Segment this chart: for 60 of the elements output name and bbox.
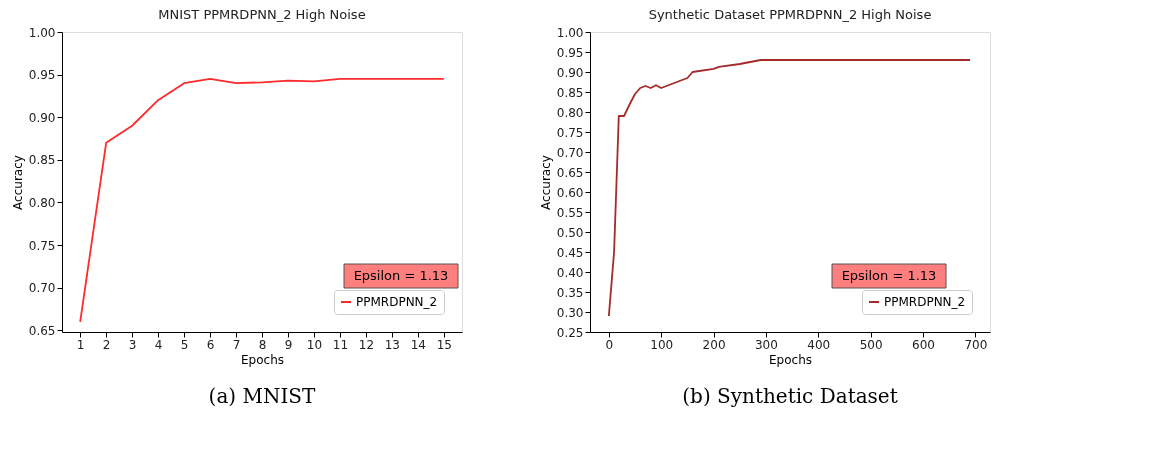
- y-tick-label: 1.00: [28, 25, 56, 40]
- y-tick-label: 0.40: [556, 265, 584, 280]
- y-tick-label: 0.80: [28, 195, 56, 210]
- line-series: [607, 59, 972, 317]
- y-tick-label: 0.30: [556, 305, 584, 320]
- x-tick-label: 7: [232, 337, 241, 352]
- y-tick-label: 0.60: [556, 185, 584, 200]
- y-tick-label: 1.00: [556, 25, 584, 40]
- x-axis-title: Epochs: [769, 352, 812, 367]
- text: (b) Synthetic Dataset: [682, 384, 898, 408]
- x-tick-label: 700: [964, 337, 988, 352]
- x-tick-label: 5: [180, 337, 189, 352]
- x-tick-label: 3: [128, 337, 137, 352]
- y-tick-label: 0.50: [556, 225, 584, 240]
- x-tick-label: 4: [154, 337, 163, 352]
- x-tick-label: 400: [807, 337, 831, 352]
- y-tick-label: 0.70: [28, 281, 56, 296]
- chart-title: MNIST PPMRDPNN_2 High Noise: [158, 7, 366, 22]
- y-tick-label: 0.75: [556, 125, 584, 140]
- y-tick-label: 0.75: [28, 238, 56, 253]
- y-tick-label: 0.35: [556, 285, 584, 300]
- y-tick-label: 0.45: [556, 245, 584, 260]
- x-tick-label: 6: [206, 337, 215, 352]
- x-tick-label: 10: [306, 337, 323, 352]
- annotation: Epsilon = 1.13: [841, 268, 937, 283]
- x-tick-label: 8: [258, 337, 267, 352]
- y-tick-label: 0.25: [556, 325, 584, 340]
- y-tick-label: 0.85: [556, 85, 584, 100]
- x-tick-label: 500: [859, 337, 883, 352]
- y-tick-label: 0.70: [556, 145, 584, 160]
- x-tick-label: 100: [650, 337, 674, 352]
- y-tick-label: 0.95: [556, 45, 584, 60]
- x-tick-label: 14: [410, 337, 426, 352]
- x-tick-label: 200: [702, 337, 726, 352]
- y-tick-label: 0.90: [28, 110, 56, 125]
- x-tick-label: 15: [436, 337, 452, 352]
- x-tick-label: 600: [912, 337, 935, 352]
- legend-label: PPMRDPNN_2: [884, 295, 966, 309]
- x-tick-label: 2: [102, 337, 111, 352]
- y-tick-label: 0.65: [556, 165, 584, 180]
- annotation: Epsilon = 1.13: [353, 268, 449, 283]
- x-tick-label: 13: [384, 337, 401, 352]
- y-tick-label: 0.80: [556, 105, 584, 120]
- y-tick-label: 0.85: [28, 153, 56, 168]
- chart-title: Synthetic Dataset PPMRDPNN_2 High Noise: [648, 7, 932, 22]
- x-axis-title: Epochs: [241, 352, 284, 367]
- x-tick-label: 9: [284, 337, 293, 352]
- legend-label: PPMRDPNN_2: [356, 295, 438, 309]
- text: (a) MNIST: [208, 384, 317, 408]
- x-tick-label: 0: [605, 337, 614, 352]
- y-tick-label: 0.90: [556, 65, 584, 80]
- x-tick-label: 11: [332, 337, 349, 352]
- x-tick-label: 12: [358, 337, 375, 352]
- y-axis-title: Accuracy: [10, 155, 25, 210]
- y-tick-label: 0.55: [556, 205, 584, 220]
- x-tick-label: 1: [76, 337, 85, 352]
- y-tick-label: 0.65: [28, 323, 56, 338]
- y-tick-label: 0.95: [28, 68, 56, 83]
- x-tick-label: 300: [754, 337, 778, 352]
- y-axis-title: Accuracy: [538, 155, 553, 210]
